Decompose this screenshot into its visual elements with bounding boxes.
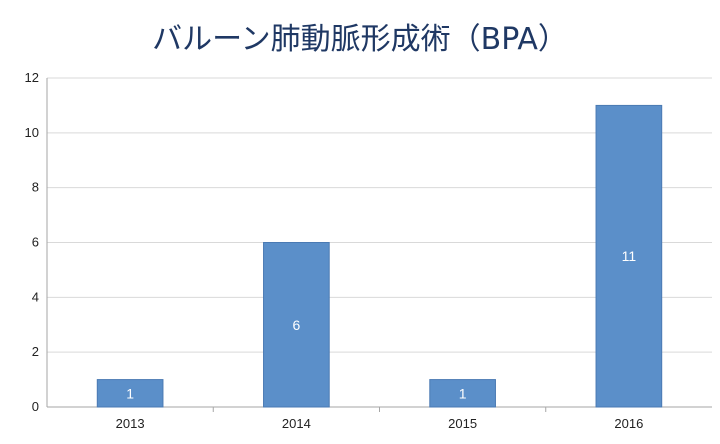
y-tick-label: 2 [32,344,39,359]
y-tick-label: 6 [32,235,39,250]
bar-2015 [429,379,496,408]
y-tick-label: 4 [32,289,39,304]
x-tick-label: 2016 [614,416,643,431]
y-tick-label: 8 [32,180,39,195]
x-tick-label: 2013 [116,416,145,431]
data-label: 1 [126,385,134,401]
y-tick-label: 0 [32,399,39,414]
x-tick-label: 2015 [448,416,477,431]
data-label: 6 [292,317,300,333]
bar-2014 [263,242,330,408]
bar-2016 [595,104,663,408]
x-tick-label: 2014 [282,416,311,431]
y-tick-label: 10 [25,125,39,140]
data-label: 1 [459,385,467,401]
chart-title: バルーン肺動脈形成術（BPA） [152,22,568,57]
bar-2013 [96,379,164,408]
y-tick-label: 12 [25,70,39,85]
data-label: 11 [622,248,637,264]
